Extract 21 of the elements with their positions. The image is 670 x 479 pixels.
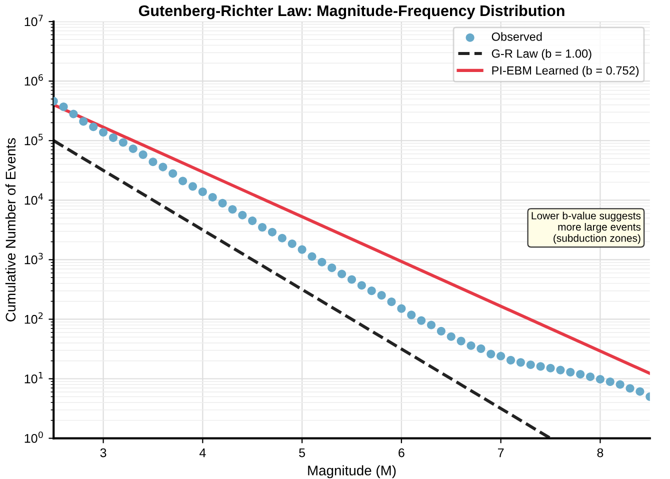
y-tick-label: 10$^{5}$ bbox=[24, 134, 43, 146]
x-tick-label: 8 bbox=[597, 448, 604, 458]
y-tick-label: 10$^{7}$ bbox=[24, 14, 43, 26]
x-tick-label: 7 bbox=[498, 448, 504, 458]
y-tick-label: 10$^{2}$ bbox=[24, 312, 43, 324]
legend-label: G-R Law (b = 1.00) bbox=[492, 49, 592, 60]
x-axis-title: Magnitude (M) bbox=[308, 465, 396, 478]
y-tick-label: 10$^{1}$ bbox=[24, 372, 43, 384]
x-tick-label: 3 bbox=[100, 448, 106, 458]
legend-label: Observed bbox=[492, 32, 542, 41]
annotation: Lower b-value suggests more large events (subduction zones) bbox=[532, 212, 641, 244]
y-tick-label: 10$^{3}$ bbox=[24, 252, 43, 264]
x-tick-label: 4 bbox=[199, 448, 206, 458]
y-axis-title: Cumulative Number of Events bbox=[5, 138, 16, 322]
x-tick-label: 5 bbox=[299, 448, 306, 458]
x-tick-label: 6 bbox=[398, 448, 404, 458]
y-tick-label: 10$^{6}$ bbox=[24, 74, 43, 86]
y-tick-label: 10$^{4}$ bbox=[24, 193, 43, 205]
legend-label: PI-EBM Learned (b = 0.752) bbox=[492, 66, 639, 77]
y-tick-label: 10$^{0}$ bbox=[24, 431, 43, 443]
chart-title: Gutenberg-Richter Law: Magnitude-Frequency Distribution bbox=[138, 4, 564, 20]
